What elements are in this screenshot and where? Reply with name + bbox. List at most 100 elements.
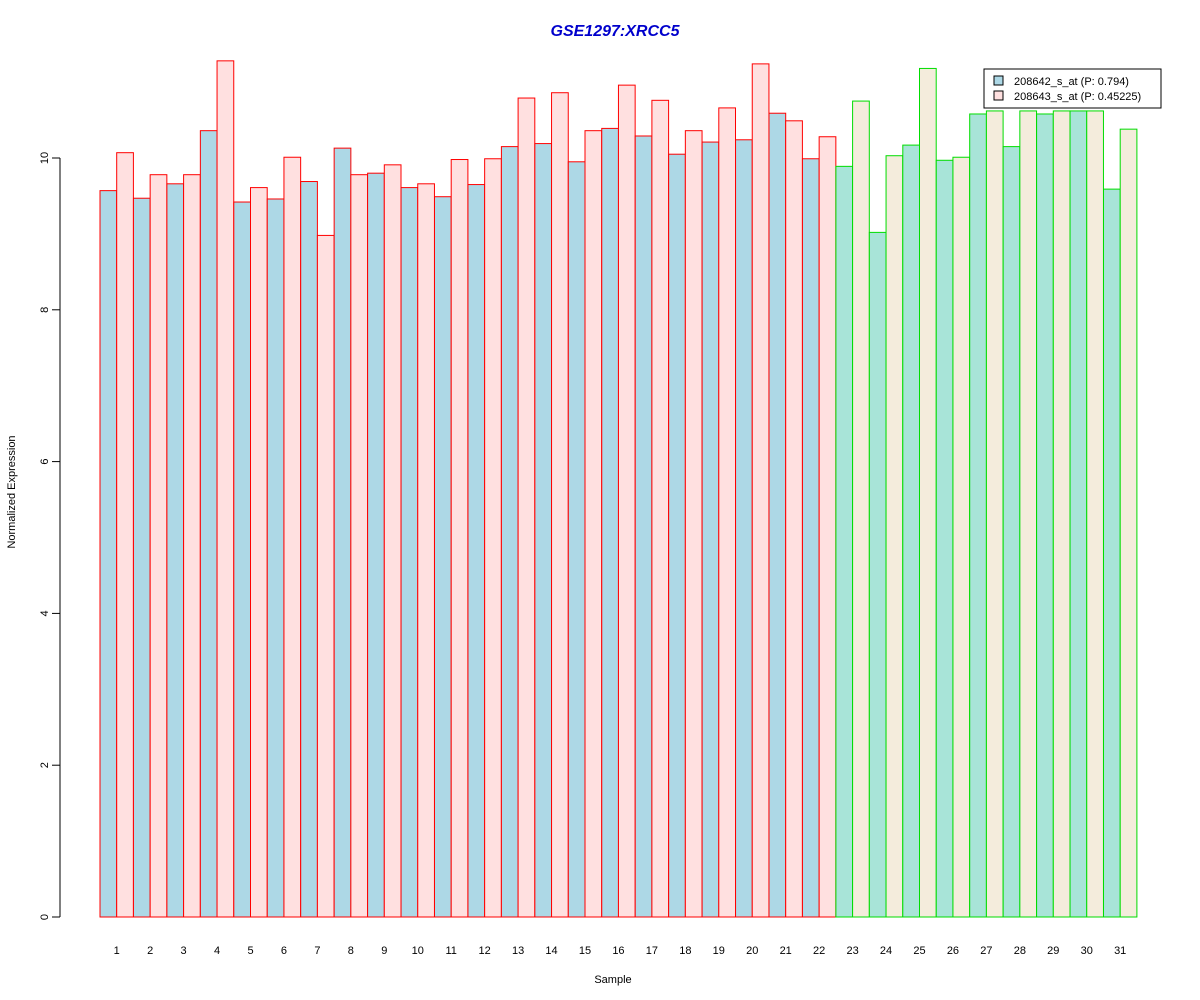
bar-sample-29-series-1 <box>1036 113 1054 918</box>
x-tick-label: 30 <box>1081 945 1093 957</box>
x-tick-label: 20 <box>746 945 758 957</box>
bar-sample-17-series-1 <box>634 135 653 918</box>
x-tick-label: 17 <box>646 945 658 957</box>
bar-sample-12-series-1 <box>467 184 486 918</box>
bar-sample-27-series-2 <box>985 110 1004 918</box>
bar-sample-7-series-1 <box>300 181 318 918</box>
bar-sample-6-series-1 <box>266 198 285 918</box>
bar-sample-5-series-2 <box>250 187 268 918</box>
bar-sample-31-series-1 <box>1103 188 1121 918</box>
bar-sample-4-series-2 <box>216 60 235 918</box>
bar-sample-9-series-2 <box>383 164 402 918</box>
x-tick-label: 4 <box>214 945 220 957</box>
bar-sample-15-series-1 <box>567 161 586 918</box>
bar-sample-19-series-2 <box>718 107 736 918</box>
bar-sample-30-series-1 <box>1069 110 1088 918</box>
x-tick-label: 8 <box>348 945 354 957</box>
x-tick-label: 6 <box>281 945 287 957</box>
bar-sample-20-series-2 <box>751 63 770 918</box>
legend-box <box>983 68 1162 109</box>
bar-sample-12-series-2 <box>484 158 502 918</box>
bar-sample-8-series-2 <box>350 174 369 918</box>
bar-sample-28-series-2 <box>1019 110 1038 918</box>
bar-sample-27-series-1 <box>969 113 987 918</box>
legend-swatch-series-2 <box>993 90 1004 101</box>
bar-sample-4-series-1 <box>199 130 218 918</box>
bar-sample-21-series-2 <box>785 120 803 918</box>
x-tick-label: 3 <box>181 945 187 957</box>
bar-sample-3-series-2 <box>183 174 201 918</box>
bar-sample-6-series-2 <box>283 156 302 918</box>
bar-sample-24-series-2 <box>885 155 904 918</box>
legend-label-series-2: 208643_s_at (P: 0.45225) <box>1014 91 1141 103</box>
y-tick-label: 10 <box>39 152 51 164</box>
bar-sample-1-series-1 <box>99 190 118 918</box>
bar-sample-25-series-1 <box>902 144 920 918</box>
x-tick-label: 1 <box>114 945 120 957</box>
bar-sample-23-series-1 <box>835 165 854 918</box>
x-tick-label: 15 <box>579 945 591 957</box>
bar-sample-5-series-1 <box>233 201 252 918</box>
bar-sample-7-series-2 <box>316 234 335 918</box>
legend-swatch-series-1 <box>993 75 1004 86</box>
y-axis: 0 2 4 6 8 10 <box>39 152 61 920</box>
bar-sample-26-series-1 <box>935 159 954 918</box>
x-tick-label: 7 <box>314 945 320 957</box>
x-tick-label: 31 <box>1114 945 1126 957</box>
x-tick-label: 10 <box>412 945 424 957</box>
x-tick-label: 13 <box>512 945 524 957</box>
bar-sample-3-series-1 <box>166 183 185 918</box>
x-tick-label: 9 <box>381 945 387 957</box>
chart-title: GSE1297:XRCC5 <box>551 23 681 40</box>
x-tick-label: 5 <box>247 945 253 957</box>
bar-sample-22-series-2 <box>818 136 837 918</box>
bar-sample-19-series-1 <box>701 141 720 918</box>
bar-sample-18-series-2 <box>684 130 703 918</box>
bar-sample-18-series-1 <box>668 153 686 918</box>
x-tick-label: 27 <box>980 945 992 957</box>
x-tick-label: 22 <box>813 945 825 957</box>
legend-label-series-1: 208642_s_at (P: 0.794) <box>1014 76 1129 88</box>
bar-sample-8-series-1 <box>333 147 352 918</box>
x-tick-label: 28 <box>1014 945 1026 957</box>
x-tick-label: 12 <box>479 945 491 957</box>
bars <box>99 60 1138 918</box>
y-tick-label: 2 <box>39 762 51 768</box>
y-tick-label: 4 <box>39 610 51 616</box>
bar-sample-11-series-2 <box>450 159 469 918</box>
legend: 208642_s_at (P: 0.794) 208643_s_at (P: 0… <box>983 68 1162 109</box>
bar-sample-15-series-2 <box>584 130 603 918</box>
bar-sample-23-series-2 <box>852 100 870 918</box>
x-tick-label: 14 <box>545 945 557 957</box>
bar-sample-26-series-2 <box>952 156 971 918</box>
bar-sample-25-series-2 <box>919 67 937 918</box>
x-axis-label: Sample <box>594 974 631 986</box>
bar-sample-10-series-1 <box>400 187 419 918</box>
bar-sample-2-series-2 <box>149 174 168 918</box>
bar-sample-9-series-1 <box>367 172 385 918</box>
bar-sample-14-series-2 <box>551 92 569 918</box>
bar-sample-13-series-2 <box>517 97 536 918</box>
bar-sample-30-series-2 <box>1086 110 1104 918</box>
x-tick-label: 18 <box>679 945 691 957</box>
x-tick-label: 26 <box>947 945 959 957</box>
bar-sample-24-series-1 <box>868 231 887 918</box>
y-axis-label: Normalized Expression <box>6 435 18 548</box>
x-tick-label: 29 <box>1047 945 1059 957</box>
x-tick-label: 24 <box>880 945 892 957</box>
y-tick-label: 6 <box>39 459 51 465</box>
x-tick-label: 21 <box>780 945 792 957</box>
bar-sample-1-series-2 <box>116 152 134 918</box>
bar-sample-28-series-1 <box>1002 146 1021 918</box>
x-tick-label: 16 <box>612 945 624 957</box>
bar-sample-31-series-2 <box>1119 128 1138 918</box>
bar-sample-13-series-1 <box>500 146 519 918</box>
bar-sample-14-series-1 <box>534 143 553 918</box>
x-tick-label: 25 <box>913 945 925 957</box>
bar-sample-10-series-2 <box>417 183 435 918</box>
bar-sample-20-series-1 <box>735 139 753 918</box>
bar-sample-21-series-1 <box>768 112 787 918</box>
bar-sample-11-series-1 <box>434 196 452 918</box>
x-tick-label: 23 <box>846 945 858 957</box>
